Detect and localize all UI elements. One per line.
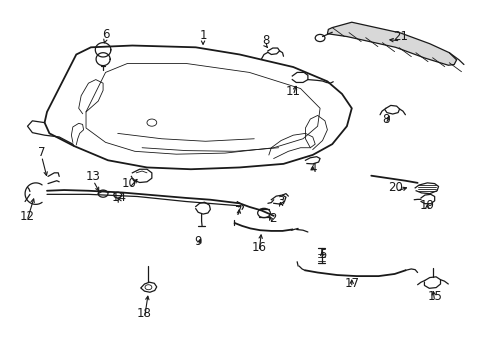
Text: 7: 7 [234, 205, 242, 218]
Text: 12: 12 [20, 210, 35, 223]
Text: 1: 1 [199, 29, 206, 42]
Text: 13: 13 [86, 170, 101, 183]
Text: 14: 14 [112, 191, 127, 204]
Text: 18: 18 [137, 307, 152, 320]
Text: 8: 8 [382, 113, 389, 126]
Text: 2: 2 [268, 212, 276, 225]
Text: 21: 21 [392, 30, 407, 43]
Text: 16: 16 [251, 240, 266, 253]
Text: 19: 19 [419, 199, 434, 212]
Text: 20: 20 [387, 181, 402, 194]
Text: 8: 8 [261, 34, 268, 48]
Text: 7: 7 [38, 145, 45, 158]
Polygon shape [327, 22, 456, 65]
Text: 11: 11 [285, 85, 300, 98]
Text: 5: 5 [318, 248, 325, 261]
Text: 3: 3 [277, 195, 284, 208]
Text: 17: 17 [344, 277, 359, 290]
Text: 4: 4 [308, 162, 316, 175]
Text: 6: 6 [102, 28, 109, 41]
Text: 10: 10 [122, 177, 137, 190]
Text: 15: 15 [427, 291, 441, 303]
Text: 9: 9 [194, 235, 202, 248]
